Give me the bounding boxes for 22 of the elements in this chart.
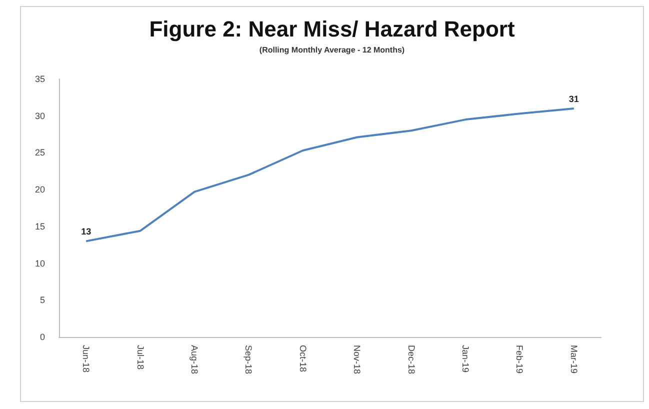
y-tick-label: 5 xyxy=(40,295,45,306)
y-tick-label: 20 xyxy=(34,184,45,195)
y-tick-label: 35 xyxy=(34,74,45,84)
x-tick-label: Dec-18 xyxy=(406,345,416,374)
x-tick-label: Sep-18 xyxy=(244,345,254,374)
x-tick-label: Jul-18 xyxy=(135,345,146,370)
x-tick-label: Mar-19 xyxy=(568,345,579,374)
data-label: 31 xyxy=(568,94,579,104)
y-tick-label: 25 xyxy=(34,148,45,158)
y-tick-label: 10 xyxy=(34,258,45,268)
x-tick-label: Nov-18 xyxy=(352,345,362,374)
chart-subtitle: (Rolling Monthly Average - 12 Months) xyxy=(259,46,405,54)
x-tick-label: Feb-19 xyxy=(514,345,525,374)
chart-title: Figure 2: Near Miss/ Hazard Report xyxy=(149,16,516,42)
x-tick-label: Jan-19 xyxy=(460,345,470,373)
y-tick-label: 30 xyxy=(34,110,45,121)
x-tick-label: Jun-18 xyxy=(81,345,92,373)
y-tick-label: 0 xyxy=(40,332,45,342)
y-tick-label: 15 xyxy=(34,221,45,232)
x-tick-label: Oct-18 xyxy=(298,345,308,372)
x-tick-label: Aug-18 xyxy=(190,345,200,374)
data-label: 13 xyxy=(81,226,92,237)
